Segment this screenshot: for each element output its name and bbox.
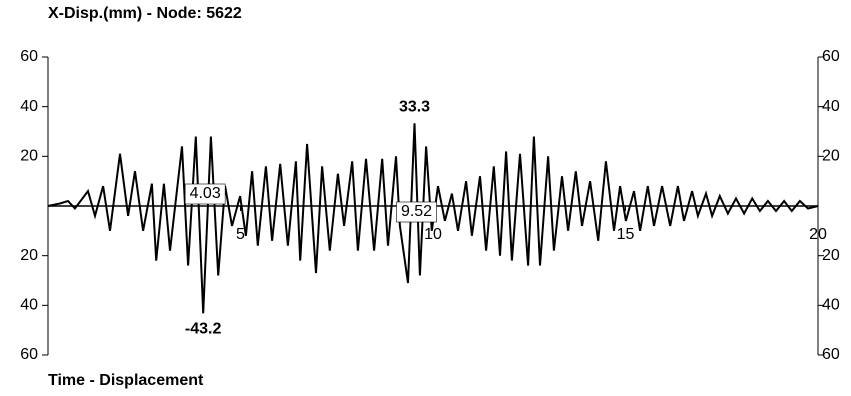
y2-tick-label: 60 — [822, 48, 840, 65]
y-tick-label: 60 — [20, 48, 38, 65]
x-tick-label: 10 — [424, 226, 442, 243]
y-tick-label: 60 — [20, 346, 38, 363]
x-tick-label: 20 — [809, 226, 827, 243]
y-tick-label: 20 — [20, 148, 38, 165]
peak-label: 33.3 — [399, 99, 430, 116]
time-label: 9.52 — [401, 203, 432, 220]
y2-tick-label: 40 — [822, 297, 840, 314]
y-tick-label: 20 — [20, 247, 38, 264]
peak-label: -43.2 — [185, 320, 222, 337]
x-axis-title: Time - Displacement — [48, 372, 204, 389]
y2-tick-label: 60 — [822, 346, 840, 363]
y-tick-label: 40 — [20, 98, 38, 115]
y2-tick-label: 20 — [822, 148, 840, 165]
y-tick-label: 40 — [20, 297, 38, 314]
y2-tick-label: 40 — [822, 98, 840, 115]
time-label: 4.03 — [190, 185, 221, 202]
chart-title: X-Disp.(mm) - Node: 5622 — [48, 5, 242, 22]
time-label-box — [396, 201, 437, 223]
y2-tick-label: 20 — [822, 247, 840, 264]
x-tick-label: 5 — [236, 226, 245, 243]
x-tick-label: 15 — [617, 226, 635, 243]
time-label-box — [184, 183, 226, 205]
